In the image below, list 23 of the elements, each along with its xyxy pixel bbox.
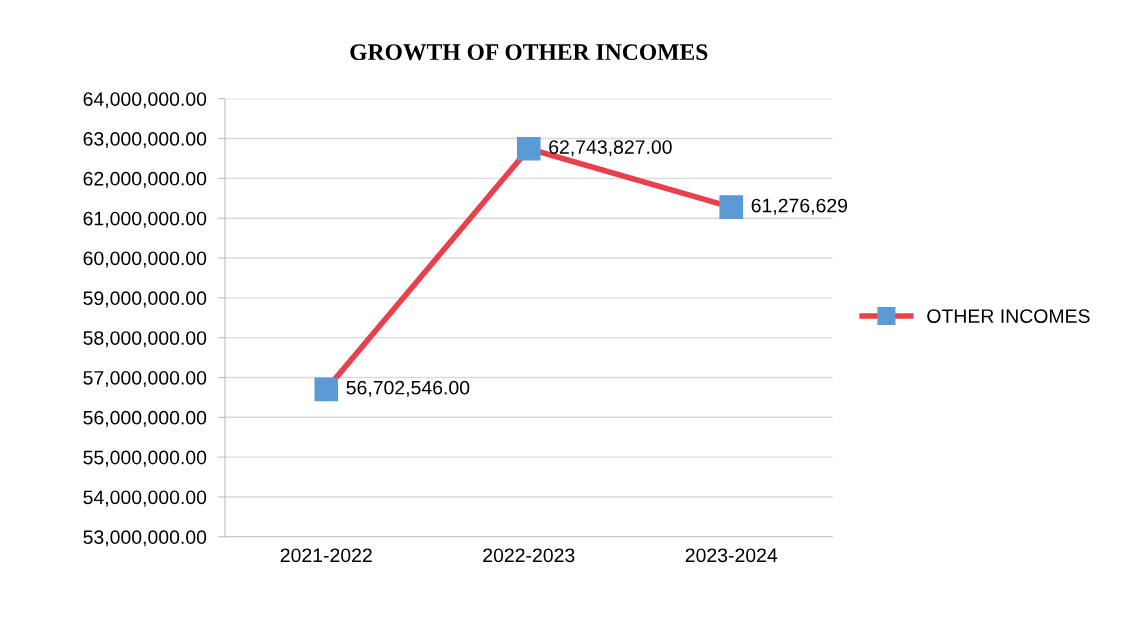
point	[314, 377, 339, 402]
data-label: 61,276,629	[751, 198, 848, 215]
y-tick-label: 59,000,000.00	[83, 291, 207, 308]
y-tick-label: 64,000,000.00	[83, 92, 207, 109]
y-tick-label: 61,000,000.00	[83, 211, 207, 228]
y-tick-label: 54,000,000.00	[83, 490, 207, 507]
x-tick-label: 2022-2023	[483, 548, 575, 563]
x-tick-label: 2021-2022	[280, 548, 372, 563]
y-tick-label: 60,000,000.00	[83, 251, 207, 268]
point	[516, 136, 541, 161]
y-tick-label: 57,000,000.00	[83, 370, 207, 388]
y-tick-label: 56,000,000.00	[83, 410, 207, 427]
data-label: 62,743,827.00	[549, 140, 672, 157]
y-tick-label: 53,000,000.00	[83, 530, 207, 547]
y-tick-label: 55,000,000.00	[83, 450, 207, 467]
data-label: 56,702,546.00	[346, 380, 470, 397]
y-tick-label: 62,000,000.00	[83, 171, 207, 188]
legend-label: OTHER INCOMES	[927, 309, 1090, 323]
x-tick-label: 2023-2024	[685, 548, 778, 563]
chart-title: GROWTH OF OTHER INCOMES	[350, 44, 708, 61]
y-tick-label: 58,000,000.00	[83, 331, 207, 348]
y-tick-label: 63,000,000.00	[83, 132, 207, 149]
point	[719, 195, 744, 219]
